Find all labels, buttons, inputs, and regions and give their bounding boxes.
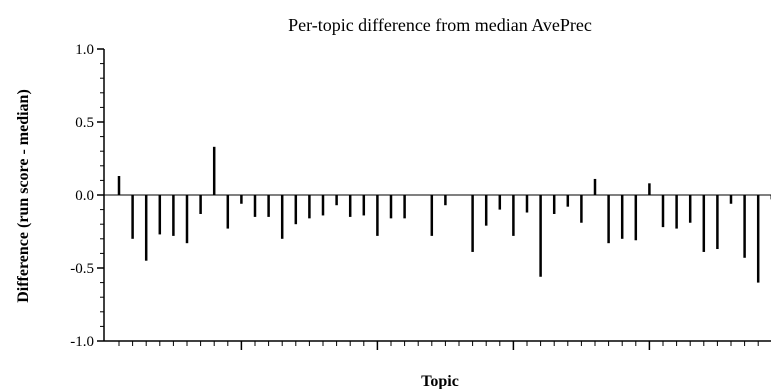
bar xyxy=(743,195,746,258)
bar xyxy=(716,195,719,250)
bar xyxy=(226,195,230,229)
bar xyxy=(280,195,284,239)
bar xyxy=(335,195,338,206)
y-tick-label: -1.0 xyxy=(70,334,94,350)
bar xyxy=(172,195,175,236)
bar xyxy=(688,195,692,223)
chart-title: Per-topic difference from median AvePrec xyxy=(288,15,592,35)
bar xyxy=(512,195,515,236)
bar xyxy=(634,195,638,241)
bar xyxy=(131,195,134,239)
bar xyxy=(661,195,665,228)
bar xyxy=(430,195,434,236)
bar xyxy=(348,195,352,217)
y-tick-label: 0.5 xyxy=(75,115,94,131)
bar xyxy=(580,195,583,223)
bar xyxy=(362,195,366,216)
bar xyxy=(484,195,488,226)
y-axis-label: Difference (run score - median) xyxy=(15,89,32,303)
bar xyxy=(552,195,556,214)
bar xyxy=(729,195,733,204)
y-major-ticks: 1.0 0.5 0.0 -0.5 -1.0 xyxy=(70,42,104,350)
bar xyxy=(308,195,311,219)
bar xyxy=(199,195,202,214)
bar xyxy=(212,146,216,195)
y-tick-label: -0.5 xyxy=(70,261,94,277)
bar xyxy=(253,195,257,217)
bar xyxy=(185,195,189,244)
bar xyxy=(444,195,447,206)
bar xyxy=(267,195,270,217)
bar xyxy=(539,195,542,277)
bar xyxy=(648,183,651,195)
bar xyxy=(158,195,162,235)
bars xyxy=(117,146,771,283)
bar xyxy=(498,195,502,210)
bar xyxy=(525,195,529,213)
bar xyxy=(607,195,610,244)
bar xyxy=(593,178,597,195)
bar xyxy=(376,195,379,236)
y-tick-label: 0.0 xyxy=(75,188,94,204)
bar xyxy=(321,195,325,216)
x-axis-label: Topic xyxy=(421,373,459,389)
bar xyxy=(566,195,570,207)
bar xyxy=(702,195,706,252)
y-minor-ticks xyxy=(100,63,104,327)
bar xyxy=(389,195,393,219)
bar xyxy=(294,195,298,225)
bar xyxy=(117,176,121,195)
bar xyxy=(675,195,678,229)
bar xyxy=(620,195,624,239)
bar xyxy=(144,195,148,261)
bar xyxy=(471,195,474,252)
x-ticks xyxy=(118,341,759,350)
bar xyxy=(403,195,406,219)
y-tick-label: 1.0 xyxy=(75,42,94,58)
bar xyxy=(240,195,243,204)
bar xyxy=(756,195,760,283)
